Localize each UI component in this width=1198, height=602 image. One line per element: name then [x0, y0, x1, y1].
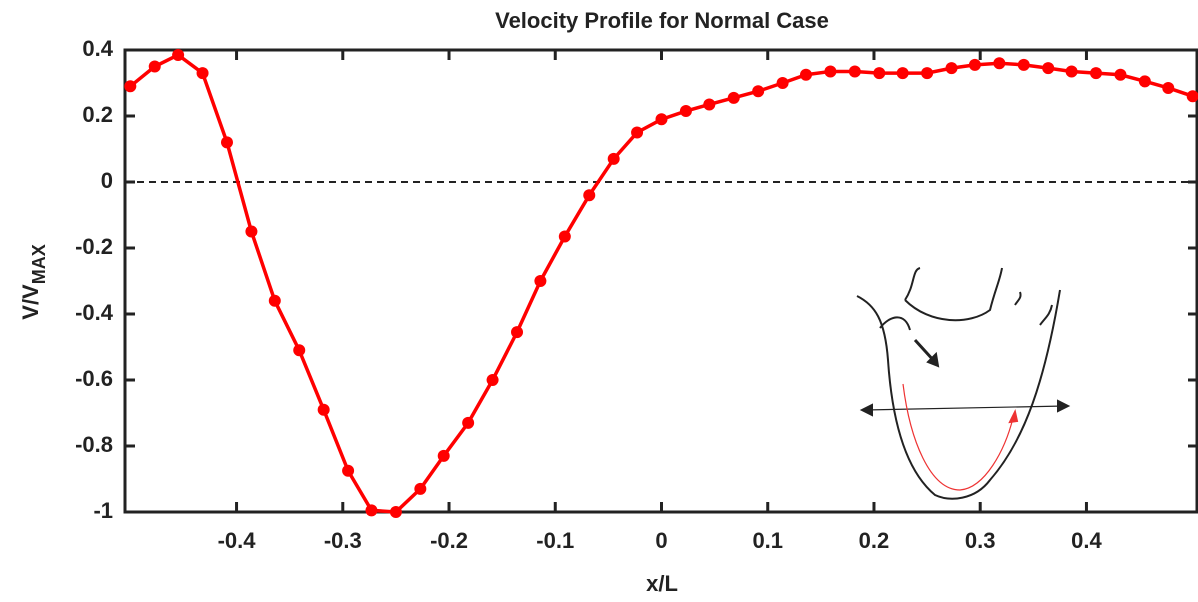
data-point — [1162, 81, 1175, 94]
data-point — [486, 374, 499, 386]
measurement-line — [864, 405, 1066, 411]
inset-diagram — [856, 267, 1071, 500]
x-tick-label: -0.2 — [430, 528, 468, 553]
data-point — [824, 65, 837, 78]
data-point — [389, 506, 402, 518]
y-tick-label: -1 — [93, 498, 113, 523]
atria-outline — [904, 267, 1003, 322]
data-point — [1090, 67, 1103, 80]
x-axis-label: x/L — [646, 571, 678, 596]
data-point — [1114, 68, 1127, 81]
data-point — [534, 275, 547, 287]
data-point — [196, 67, 209, 80]
y-tick-label: 0.4 — [82, 36, 113, 61]
x-tick-label: 0 — [655, 528, 667, 553]
data-point — [124, 80, 137, 93]
data-point — [703, 98, 716, 111]
data-point — [462, 416, 475, 429]
data-point — [558, 230, 571, 243]
data-point — [655, 113, 668, 126]
data-point — [993, 57, 1006, 70]
x-tick-label: -0.4 — [218, 528, 257, 553]
data-point — [245, 225, 258, 238]
data-point — [317, 403, 330, 416]
chart-title: Velocity Profile for Normal Case — [495, 8, 829, 33]
data-point — [268, 294, 281, 307]
y-tick-label: -0.4 — [75, 300, 114, 325]
data-point — [1042, 62, 1055, 75]
data-point — [148, 60, 161, 73]
y-tick-label: 0.2 — [82, 102, 113, 127]
data-point — [848, 65, 861, 78]
data-point — [342, 464, 355, 477]
data-point — [365, 504, 378, 517]
data-point — [220, 136, 233, 149]
flow-path — [902, 383, 1014, 491]
y-tick-label: -0.8 — [75, 432, 113, 457]
inflow-arrow-head — [926, 351, 940, 368]
data-point — [873, 67, 886, 80]
data-point — [1186, 90, 1198, 103]
data-point — [1138, 75, 1151, 88]
data-point — [1017, 58, 1030, 71]
y-tick-label: 0 — [101, 168, 113, 193]
data-point — [896, 67, 909, 80]
data-point — [679, 105, 692, 118]
x-tick-label: 0.3 — [965, 528, 996, 553]
x-tick-label: 0.1 — [752, 528, 783, 553]
data-point — [172, 48, 185, 61]
data-point — [727, 91, 740, 104]
measurement-ends — [859, 399, 1071, 417]
y-axis-label-main: V/V — [18, 284, 43, 320]
y-tick-label: -0.6 — [75, 366, 113, 391]
data-point — [968, 58, 981, 71]
data-point — [776, 77, 789, 89]
y-axis-label-sub: MAX — [29, 244, 49, 284]
data-point — [921, 67, 934, 80]
ventricle-outline — [856, 289, 1061, 500]
data-point — [607, 152, 620, 165]
data-point — [583, 189, 596, 202]
x-tick-label: -0.1 — [536, 528, 574, 553]
data-point — [437, 449, 450, 462]
data-point — [631, 126, 644, 139]
data-point — [293, 344, 306, 357]
flow-path-head — [1008, 409, 1019, 424]
y-tick-label: -0.2 — [75, 234, 113, 259]
x-tick-label: 0.4 — [1071, 528, 1102, 553]
data-point — [945, 62, 958, 75]
data-point — [414, 482, 427, 495]
x-tick-label: -0.3 — [324, 528, 362, 553]
x-tick-label: 0.2 — [859, 528, 890, 553]
data-point — [799, 68, 812, 81]
valve-lines — [879, 291, 1053, 331]
data-point — [1065, 65, 1078, 78]
y-axis-label: V/VMAX — [18, 244, 49, 319]
data-point — [752, 85, 765, 98]
data-point — [511, 326, 524, 339]
